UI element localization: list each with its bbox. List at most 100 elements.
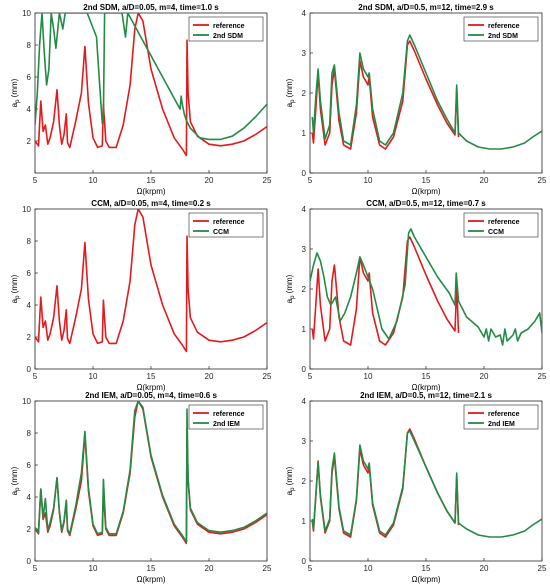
y-tick-label: 4: [27, 301, 32, 310]
legend: reference 2nd SDM: [188, 16, 264, 42]
y-tick-label: 3: [302, 437, 307, 446]
chart-title: 2nd IEM, a/D=0.5, m=12, time=2.1 s: [360, 391, 492, 400]
legend-entry: reference: [213, 411, 245, 418]
series-line-reference: [311, 40, 460, 150]
x-axis-label: Ω(krpm): [411, 383, 440, 392]
x-axis-label: Ω(krpm): [136, 187, 165, 196]
legend-entry: CCM: [488, 229, 504, 236]
x-tick-label: 5: [33, 176, 38, 185]
x-tick-label: 25: [263, 372, 272, 381]
y-tick-label: 0: [302, 365, 307, 374]
legend: reference 2nd IEM: [188, 404, 264, 430]
y-tick-label: 2: [302, 477, 307, 486]
legend: reference 2nd IEM: [463, 404, 539, 430]
chart-title: CCM, a/D=0.5, m=12, time=0.7 s: [366, 199, 486, 208]
y-axis-label-subscript: p: [290, 487, 296, 491]
legend-box: [188, 404, 264, 430]
y-axis-label: ap (mm): [10, 466, 21, 495]
series-line-method: [311, 430, 542, 538]
y-axis-label-main: a: [285, 102, 294, 107]
series-line-method: [35, 401, 267, 543]
y-axis-label-main: a: [285, 490, 294, 495]
legend-box: [463, 212, 539, 238]
y-tick-label: 2: [302, 285, 307, 294]
x-tick-label: 20: [205, 176, 214, 185]
chart-panel-2: 2nd SDM, a/D=0.5, m=12, time=2.9 s5 10 15 2…: [285, 3, 547, 196]
legend-entry: 2nd IEM: [213, 421, 240, 428]
y-axis-label-main: a: [10, 298, 19, 303]
legend-entry: 2nd IEM: [488, 421, 515, 428]
series-line-method: [311, 34, 542, 150]
x-tick-label: 15: [422, 176, 431, 185]
x-tick-label: 15: [147, 176, 156, 185]
y-axis-label: ap (mm): [285, 274, 296, 303]
series-line-reference: [35, 13, 267, 157]
y-axis-label: ap (mm): [285, 78, 296, 107]
legend-box: [463, 404, 539, 430]
legend: reference CCM: [463, 212, 539, 238]
chart-title: 2nd IEM, a/D=0.05, m=4, time=0.6 s: [85, 391, 217, 400]
x-tick-label: 10: [89, 176, 98, 185]
y-tick-label: 4: [302, 205, 307, 214]
y-tick-label: 8: [27, 429, 32, 438]
x-tick-label: 15: [422, 564, 431, 573]
x-tick-label: 5: [308, 372, 313, 381]
y-axis-label: ap (mm): [285, 466, 296, 495]
x-tick-label: 5: [308, 564, 313, 573]
x-tick-label: 25: [538, 372, 547, 381]
y-axis-label-main: a: [10, 490, 19, 495]
y-tick-label: 6: [27, 461, 32, 470]
y-tick-label: 2: [27, 525, 32, 534]
x-tick-label: 25: [263, 564, 272, 573]
y-axis-label: ap (mm): [10, 274, 21, 303]
legend-entry: reference: [213, 23, 245, 30]
x-tick-label: 25: [263, 176, 272, 185]
y-tick-label: 6: [27, 269, 32, 278]
y-tick-label: 10: [22, 397, 31, 406]
y-tick-label: 4: [27, 493, 32, 502]
series-line-reference: [35, 209, 267, 353]
y-axis-label-subscript: p: [290, 99, 296, 103]
y-tick-label: 3: [302, 245, 307, 254]
y-tick-label: 1: [302, 517, 307, 526]
legend-box: [463, 16, 539, 42]
x-axis-label: Ω(krpm): [411, 187, 440, 196]
y-axis-label-main: a: [285, 298, 294, 303]
y-tick-label: 10: [22, 9, 31, 18]
y-tick-label: 8: [27, 237, 32, 246]
y-tick-label: 1: [302, 325, 307, 334]
chart-panel-1: 2nd SDM, a/D=0.05, m=4, time=1.0 s 5 10 15 2…: [10, 3, 272, 196]
series-line-reference: [311, 236, 460, 346]
x-tick-label: 25: [538, 176, 547, 185]
x-tick-label: 25: [538, 564, 547, 573]
legend: reference CCM: [188, 212, 264, 238]
y-axis-label-subscript: p: [15, 487, 21, 491]
y-axis-label-unit: (mm): [10, 274, 19, 295]
y-tick-label: 3: [302, 49, 307, 58]
x-axis-label: Ω(krpm): [136, 383, 165, 392]
legend-entry: CCM: [213, 229, 229, 236]
chart-panel-6: 2nd IEM, a/D=0.5, m=12, time=2.1 s 5 10 15 2…: [285, 391, 547, 584]
legend: reference 2nd SDM: [463, 16, 539, 42]
x-tick-label: 15: [147, 564, 156, 573]
y-axis-label-main: a: [10, 102, 19, 107]
x-tick-label: 15: [147, 372, 156, 381]
x-tick-label: 10: [364, 372, 373, 381]
y-axis-label: ap (mm): [10, 78, 21, 107]
legend-box: [188, 16, 264, 42]
y-tick-label: 4: [302, 397, 307, 406]
y-axis-label-subscript: p: [15, 99, 21, 103]
y-tick-label: 4: [302, 9, 307, 18]
x-tick-label: 5: [33, 564, 38, 573]
y-axis-label-subscript: p: [290, 295, 296, 299]
y-tick-label: 2: [27, 137, 32, 146]
y-axis-label-unit: (mm): [285, 274, 294, 295]
x-tick-label: 10: [364, 564, 373, 573]
legend-entry: 2nd SDM: [213, 33, 243, 40]
x-tick-label: 10: [89, 372, 98, 381]
legend-entry: 2nd SDM: [488, 33, 518, 40]
y-axis-label-unit: (mm): [285, 78, 294, 99]
chart-title: 2nd SDM, a/D=0.05, m=4, time=1.0 s: [83, 3, 219, 12]
y-axis-label-subscript: p: [15, 295, 21, 299]
y-tick-label: 0: [302, 169, 307, 178]
